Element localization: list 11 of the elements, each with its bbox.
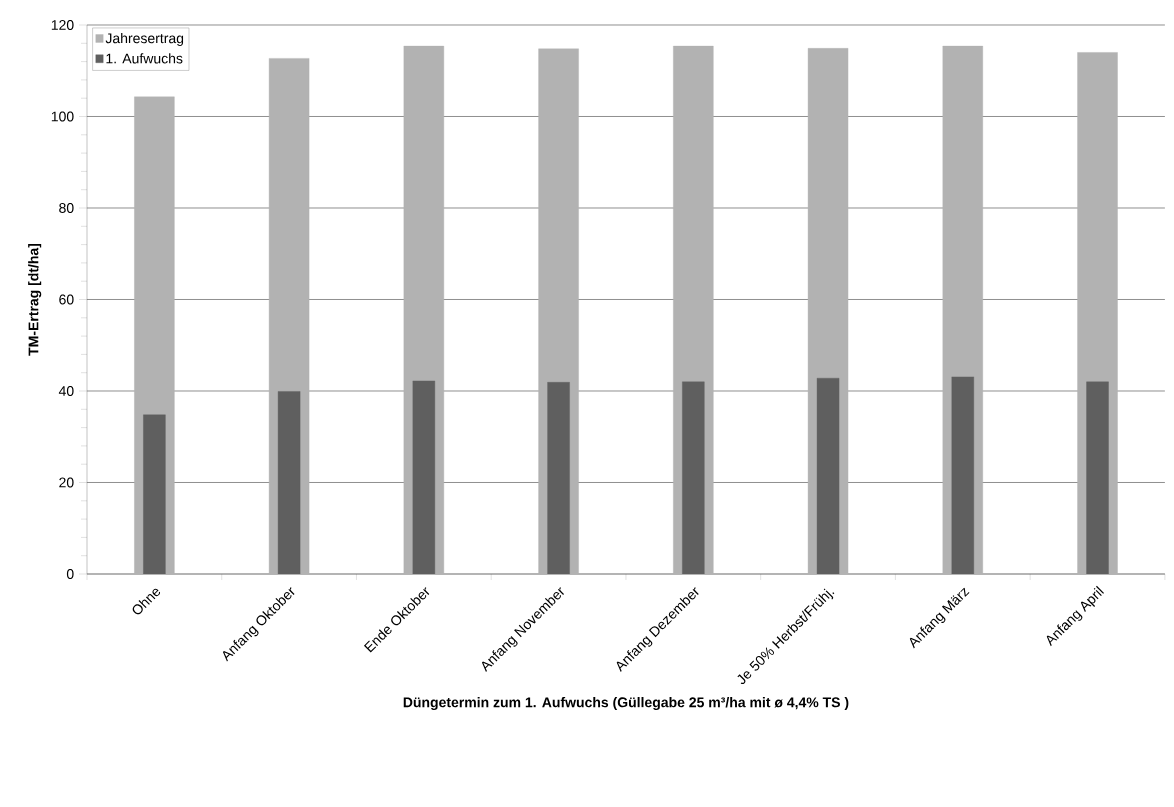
y-tick-label: 20	[59, 477, 74, 488]
legend-label: Jahresertrag	[105, 32, 184, 46]
y-tick-label: 100	[51, 111, 74, 122]
y-tick-label: 0	[66, 569, 74, 579]
y-tick-label: 60	[59, 294, 74, 305]
y-tick-label: 40	[58, 386, 74, 396]
y-tick-label: 120	[51, 20, 74, 30]
y-tick-label: 80	[59, 203, 74, 213]
y-axis-title: TM-Ertrag [dt/ha]	[28, 243, 42, 356]
legend-label: 1. Aufwuchs	[106, 53, 183, 64]
x-axis-title: Düngetermin zum 1. Aufwuchs (Güllegabe 25 m³/ha mit ø 4,4% TS )	[403, 697, 849, 711]
